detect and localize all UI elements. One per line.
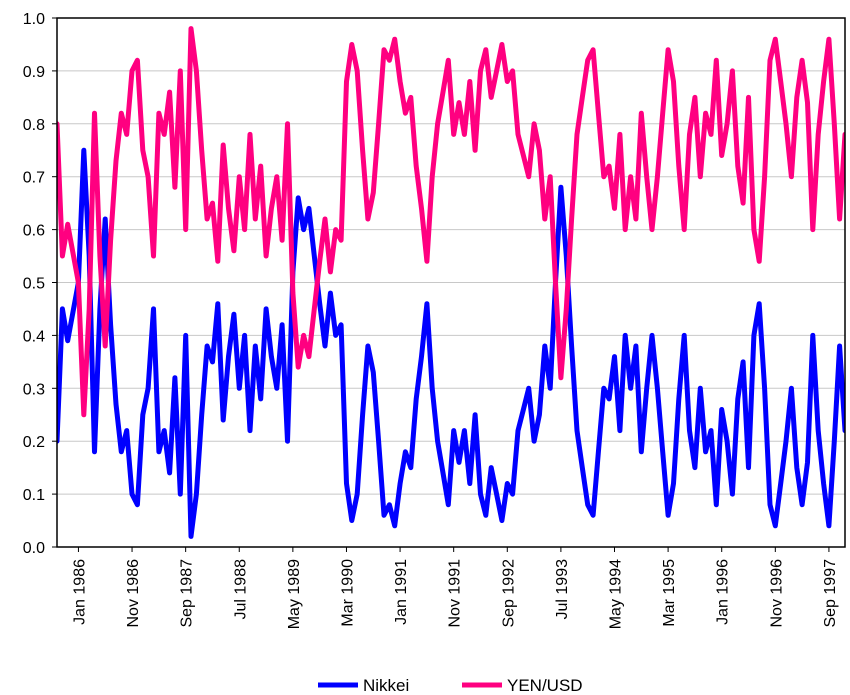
x-tick-label: Nov 1996 xyxy=(768,559,785,628)
y-tick-label: 0.5 xyxy=(23,276,45,293)
x-axis: Jan 1986 Nov 1986 Sep 1987 Jul 1988 May 1989… xyxy=(71,547,839,629)
y-tick-label: 1.0 xyxy=(23,11,45,28)
legend: Nikkei YEN/USD xyxy=(318,676,583,695)
x-tick-label: Jul 1993 xyxy=(554,559,571,620)
x-tick-label: Sep 1987 xyxy=(179,559,196,628)
y-tick-label: 0.7 xyxy=(23,170,45,187)
series-layer xyxy=(57,26,845,539)
y-tick-label: 0.4 xyxy=(23,328,45,345)
y-tick-label: 0.1 xyxy=(23,487,45,504)
x-tick-label: Jan 1996 xyxy=(715,559,732,625)
y-tick-label: 0.6 xyxy=(23,223,45,240)
x-tick-label: Jul 1988 xyxy=(232,559,249,620)
legend-label: YEN/USD xyxy=(507,676,583,695)
y-axis: 0.0 0.1 0.2 0.3 0.4 0.5 0.6 0.7 0.8 0.9 1.0 xyxy=(23,11,57,557)
x-tick-label: Mar 1995 xyxy=(661,559,678,627)
x-tick-label: Jan 1991 xyxy=(393,559,410,625)
x-tick-label: Mar 1990 xyxy=(339,559,356,627)
x-tick-label: Nov 1991 xyxy=(447,559,464,628)
series-line-nikkei xyxy=(57,147,845,539)
y-tick-label: 0.0 xyxy=(23,540,45,557)
legend-label: Nikkei xyxy=(363,676,409,695)
x-tick-label: Sep 1992 xyxy=(500,559,517,628)
y-tick-label: 0.3 xyxy=(23,381,45,398)
series-line-yen-usd xyxy=(57,26,845,418)
x-tick-label: May 1989 xyxy=(286,559,303,629)
x-tick-label: Sep 1997 xyxy=(822,559,839,628)
x-tick-label: Jan 1986 xyxy=(71,559,88,625)
x-tick-label: Nov 1986 xyxy=(125,559,142,628)
y-tick-label: 0.9 xyxy=(23,64,45,81)
y-tick-label: 0.8 xyxy=(23,117,45,134)
y-tick-label: 0.2 xyxy=(23,434,45,451)
x-tick-label: May 1994 xyxy=(607,559,624,629)
